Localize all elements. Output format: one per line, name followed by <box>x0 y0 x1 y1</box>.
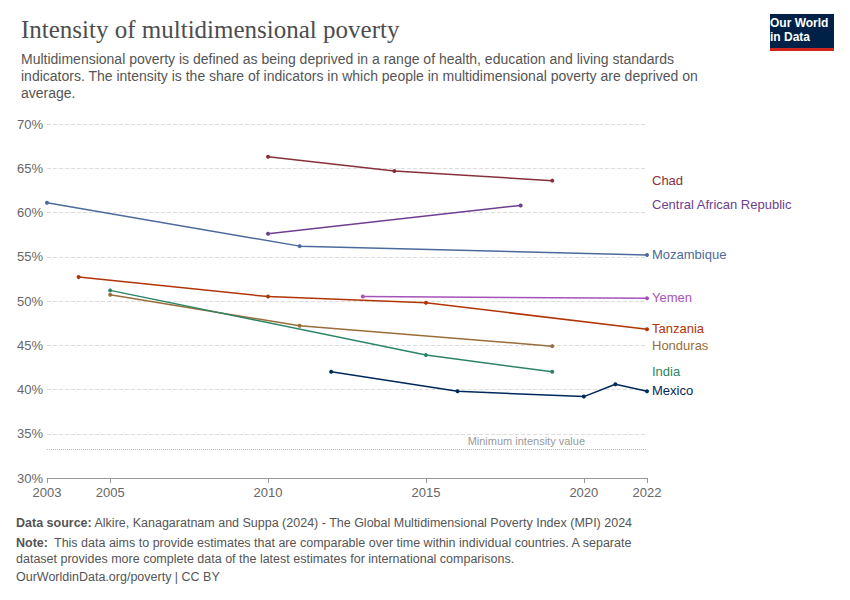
svg-text:2003: 2003 <box>33 485 62 500</box>
svg-text:40%: 40% <box>17 382 43 397</box>
svg-text:55%: 55% <box>17 249 43 264</box>
svg-text:Chad: Chad <box>652 173 683 188</box>
svg-text:50%: 50% <box>17 294 43 309</box>
svg-text:Mexico: Mexico <box>652 383 693 398</box>
svg-text:70%: 70% <box>17 117 43 132</box>
svg-text:2015: 2015 <box>411 485 440 500</box>
svg-text:Intensity of multidimensional: Intensity of multidimensional poverty <box>21 16 400 43</box>
svg-text:India: India <box>652 364 681 379</box>
svg-text:2005: 2005 <box>96 485 125 500</box>
svg-text:Data source:: Data source: <box>16 516 92 530</box>
svg-text:This data aims to provide esti: This data aims to provide estimates that… <box>51 536 635 550</box>
svg-text:Multidimensional poverty is de: Multidimensional poverty is defined as b… <box>21 51 678 67</box>
svg-text:Central African Republic: Central African Republic <box>652 197 792 212</box>
svg-text:30%: 30% <box>17 471 43 486</box>
svg-text:2022: 2022 <box>633 485 662 500</box>
svg-text:Tanzania: Tanzania <box>652 321 705 336</box>
svg-text:2010: 2010 <box>254 485 283 500</box>
svg-text:Minimum intensity value: Minimum intensity value <box>468 435 585 447</box>
svg-text:60%: 60% <box>17 205 43 220</box>
svg-text:Honduras: Honduras <box>652 338 709 353</box>
svg-text:indicators. The intensity is t: indicators. The intensity is the share o… <box>21 68 702 84</box>
svg-text:average.: average. <box>21 85 75 101</box>
svg-text:2020: 2020 <box>569 485 598 500</box>
svg-text:35%: 35% <box>17 426 43 441</box>
svg-text:Note:: Note: <box>16 536 48 550</box>
svg-text:OurWorldinData.org/poverty | C: OurWorldinData.org/poverty | CC BY <box>16 570 220 584</box>
svg-text:dataset provides more complete: dataset provides more complete data of t… <box>16 552 514 566</box>
svg-text:in Data: in Data <box>770 30 810 44</box>
svg-text:45%: 45% <box>17 338 43 353</box>
svg-text:Our World: Our World <box>770 16 828 30</box>
svg-text:Yemen: Yemen <box>652 290 692 305</box>
svg-text:Mozambique: Mozambique <box>652 247 726 262</box>
svg-text:Alkire, Kanagaratnam and Suppa: Alkire, Kanagaratnam and Suppa (2024) - … <box>92 516 632 530</box>
svg-text:65%: 65% <box>17 161 43 176</box>
